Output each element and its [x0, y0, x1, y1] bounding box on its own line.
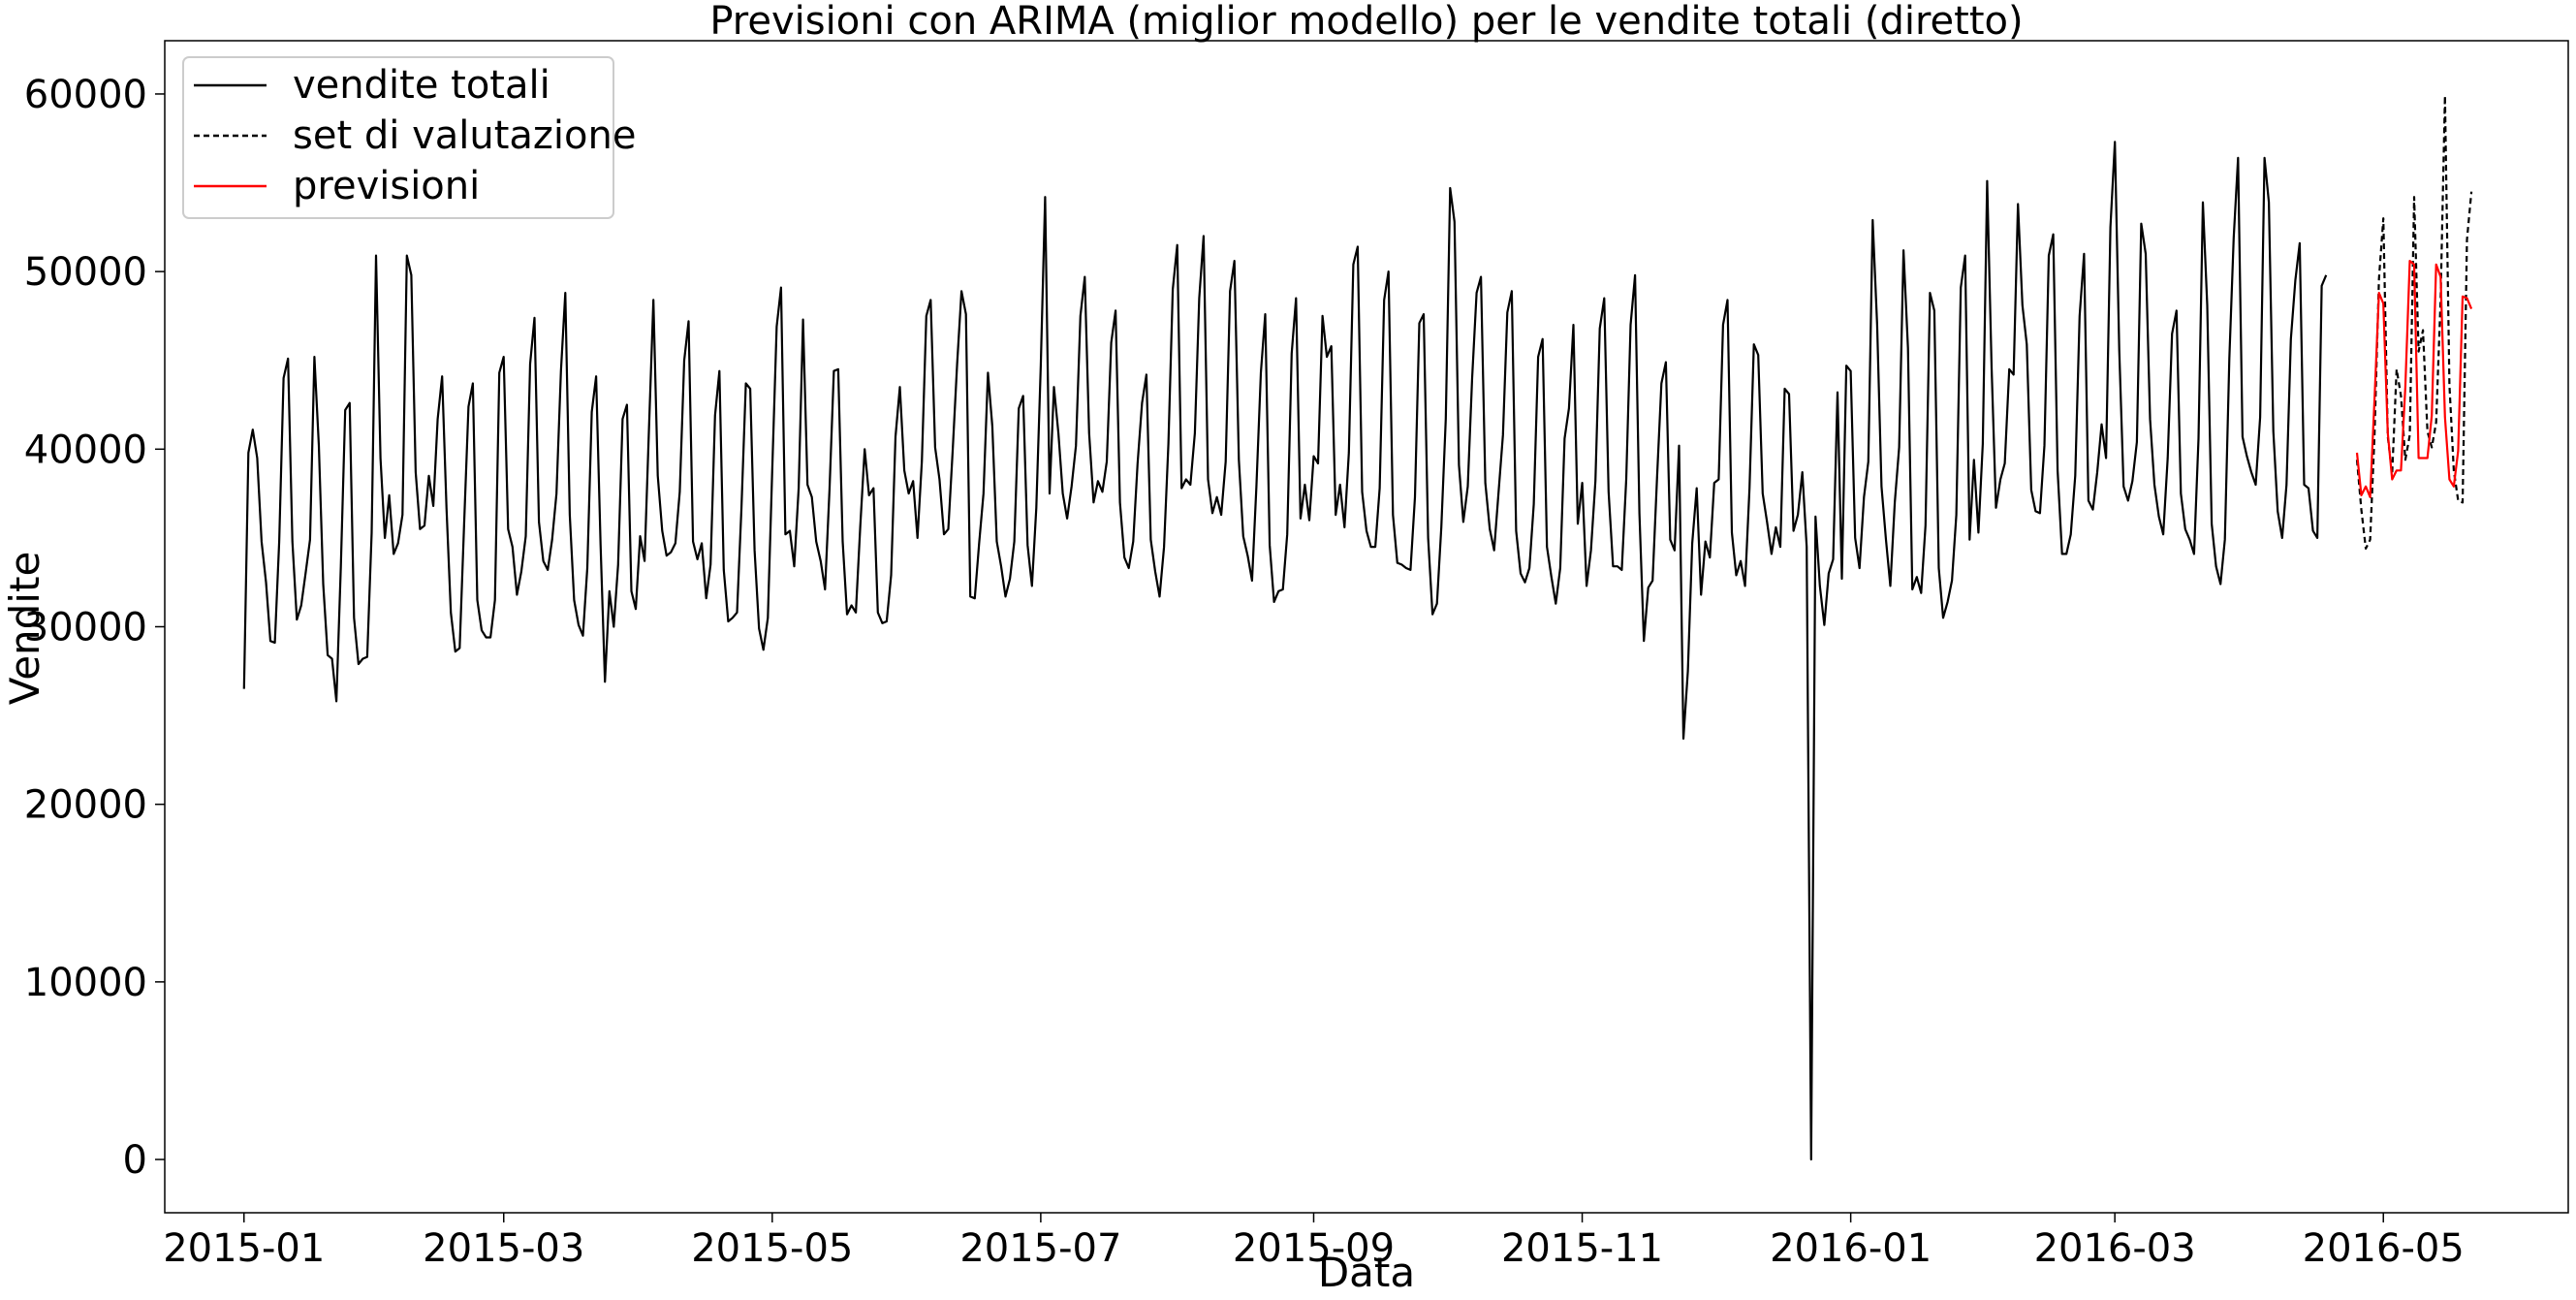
- x-tick-label: 2015-09: [1233, 1226, 1395, 1271]
- x-tick-label: 2015-05: [691, 1226, 853, 1271]
- y-tick-label: 30000: [24, 606, 147, 650]
- y-tick-label: 10000: [24, 961, 147, 1005]
- legend-label-previsioni: previsioni: [293, 164, 480, 208]
- y-axis-title: Vendite: [1, 552, 48, 706]
- x-tick-label: 2015-01: [163, 1226, 325, 1271]
- legend-label-vendite-totali: vendite totali: [293, 63, 550, 108]
- x-tick-label: 2016-03: [2034, 1226, 2196, 1271]
- y-tick-label: 60000: [24, 73, 147, 117]
- x-tick-label: 2016-01: [1770, 1226, 1932, 1271]
- y-tick-label: 0: [123, 1138, 147, 1183]
- legend-label-set-di-valutazione: set di valutazione: [293, 113, 636, 158]
- legend: vendite totali set di valutazione previs…: [182, 56, 636, 219]
- y-tick-label: 50000: [24, 250, 147, 295]
- chart-title: Previsioni con ARIMA (miglior modello) p…: [709, 0, 2023, 44]
- x-axis-title: Data: [1318, 1249, 1415, 1296]
- x-tick-label: 2015-03: [423, 1226, 584, 1271]
- x-tick-label: 2015-11: [1501, 1226, 1663, 1271]
- x-tick-label: 2015-07: [959, 1226, 1121, 1271]
- legend-box: [182, 56, 614, 219]
- series-line-vendite-totali: [242, 141, 2328, 1161]
- y-tick-label: 40000: [24, 428, 147, 472]
- x-tick-label: 2016-05: [2303, 1226, 2465, 1271]
- series-layer: [242, 94, 2473, 1161]
- series-line-previsioni: [2355, 260, 2473, 498]
- y-tick-label: 20000: [24, 783, 147, 828]
